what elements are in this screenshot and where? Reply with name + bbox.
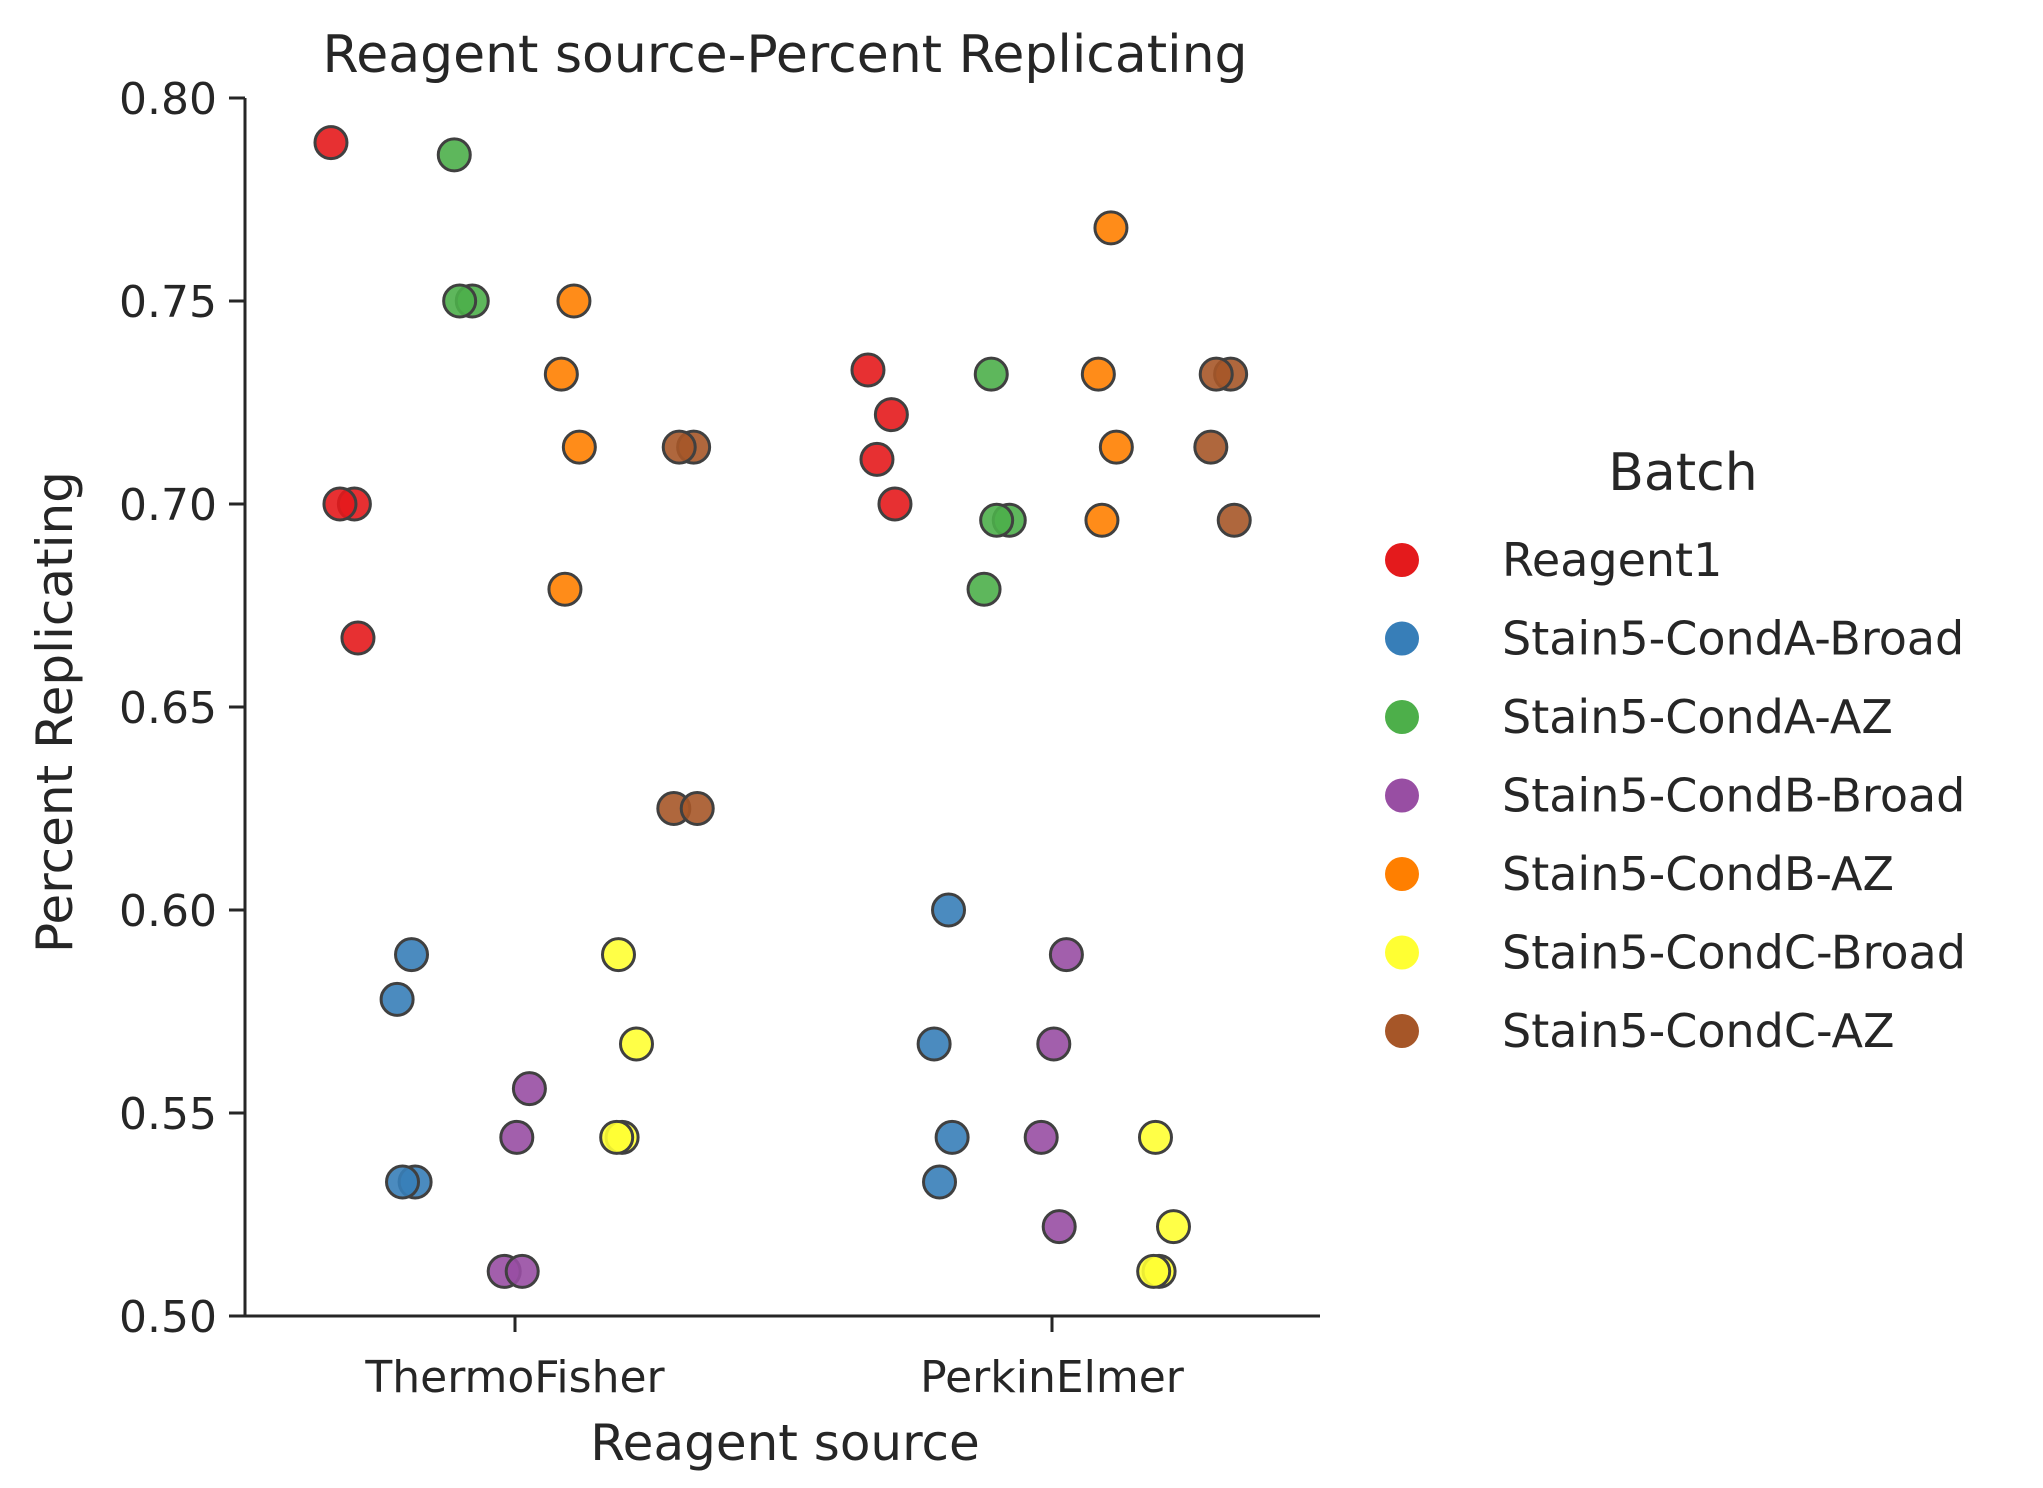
data-point <box>979 502 1015 538</box>
data-point <box>442 283 478 319</box>
x-axis-title: Reagent source <box>590 1414 980 1472</box>
legend-marker <box>1385 778 1419 813</box>
data-point <box>1216 502 1252 538</box>
legend-label: Stain5-CondA-Broad <box>1502 612 1964 666</box>
data-point <box>934 1119 970 1155</box>
data-point <box>1098 429 1134 465</box>
data-point <box>504 1253 540 1289</box>
legend-marker <box>1385 935 1419 970</box>
legend-label: Reagent1 <box>1502 533 1722 587</box>
x-tick-label: ThermoFisher <box>364 1352 665 1403</box>
data-point <box>931 892 967 928</box>
data-point <box>1080 356 1116 392</box>
chart-title: Reagent source-Percent Replicating <box>322 25 1247 85</box>
legend-label: Stain5-CondB-Broad <box>1502 769 1965 823</box>
data-point <box>877 486 913 522</box>
data-point <box>1155 1209 1191 1245</box>
y-tick-label: 0.55 <box>119 1089 217 1140</box>
y-tick-label: 0.60 <box>119 886 217 937</box>
data-point <box>379 981 415 1017</box>
data-point <box>1084 502 1120 538</box>
legend-marker <box>1385 700 1419 734</box>
data-point <box>916 1026 952 1062</box>
data-point <box>1093 210 1129 246</box>
y-tick-label: 0.50 <box>119 1292 217 1343</box>
data-point <box>661 429 697 465</box>
data-point <box>1137 1119 1173 1155</box>
data-point <box>599 1119 635 1155</box>
x-axis: ThermoFisher PerkinElmer <box>245 1314 1320 1403</box>
data-point <box>313 125 349 161</box>
legend: Batch Reagent1 Stain5-CondA-Broad Stain5-C… <box>1385 443 1966 1058</box>
data-point <box>543 356 579 392</box>
data-point <box>859 441 895 477</box>
y-axis: 0.50 0.55 0.60 0.65 0.70 0.75 0.80 <box>119 74 247 1343</box>
legend-marker <box>1385 543 1419 577</box>
legend-label: Stain5-CondC-Broad <box>1502 926 1966 980</box>
data-point <box>511 1071 547 1107</box>
data-point <box>1193 429 1229 465</box>
data-points <box>313 125 1252 1289</box>
data-point <box>1041 1209 1077 1245</box>
legend-label: Stain5-CondC-AZ <box>1502 1004 1895 1058</box>
data-point <box>394 937 430 973</box>
legend-marker <box>1385 1014 1419 1048</box>
data-point <box>618 1026 654 1062</box>
data-point <box>873 397 909 433</box>
data-point <box>1198 356 1234 392</box>
y-tick-label: 0.70 <box>119 480 217 531</box>
legend-marker <box>1385 621 1419 656</box>
data-point <box>322 486 358 522</box>
data-point <box>499 1119 535 1155</box>
data-point <box>340 620 376 656</box>
legend-label: Stain5-CondA-AZ <box>1502 690 1893 744</box>
data-point <box>966 571 1002 607</box>
y-tick-label: 0.75 <box>119 277 217 328</box>
legend-label: Stain5-CondB-AZ <box>1502 847 1894 901</box>
y-tick-label: 0.80 <box>119 74 217 125</box>
data-point <box>385 1164 421 1200</box>
data-point <box>556 283 592 319</box>
x-tick-label: PerkinElmer <box>920 1352 1185 1403</box>
data-point <box>561 429 597 465</box>
data-point <box>850 352 886 388</box>
y-axis-title: Percent Replicating <box>26 471 84 953</box>
data-point <box>600 937 636 973</box>
y-tick-label: 0.65 <box>119 683 217 734</box>
data-point <box>436 137 472 173</box>
legend-marker <box>1385 857 1419 891</box>
data-point <box>1136 1253 1172 1289</box>
data-point <box>1023 1119 1059 1155</box>
data-point <box>1048 937 1084 973</box>
data-point <box>547 571 583 607</box>
legend-title: Batch <box>1608 443 1757 503</box>
data-point <box>922 1164 958 1200</box>
data-point <box>679 791 715 826</box>
data-point <box>1036 1026 1072 1062</box>
data-point <box>973 356 1009 392</box>
